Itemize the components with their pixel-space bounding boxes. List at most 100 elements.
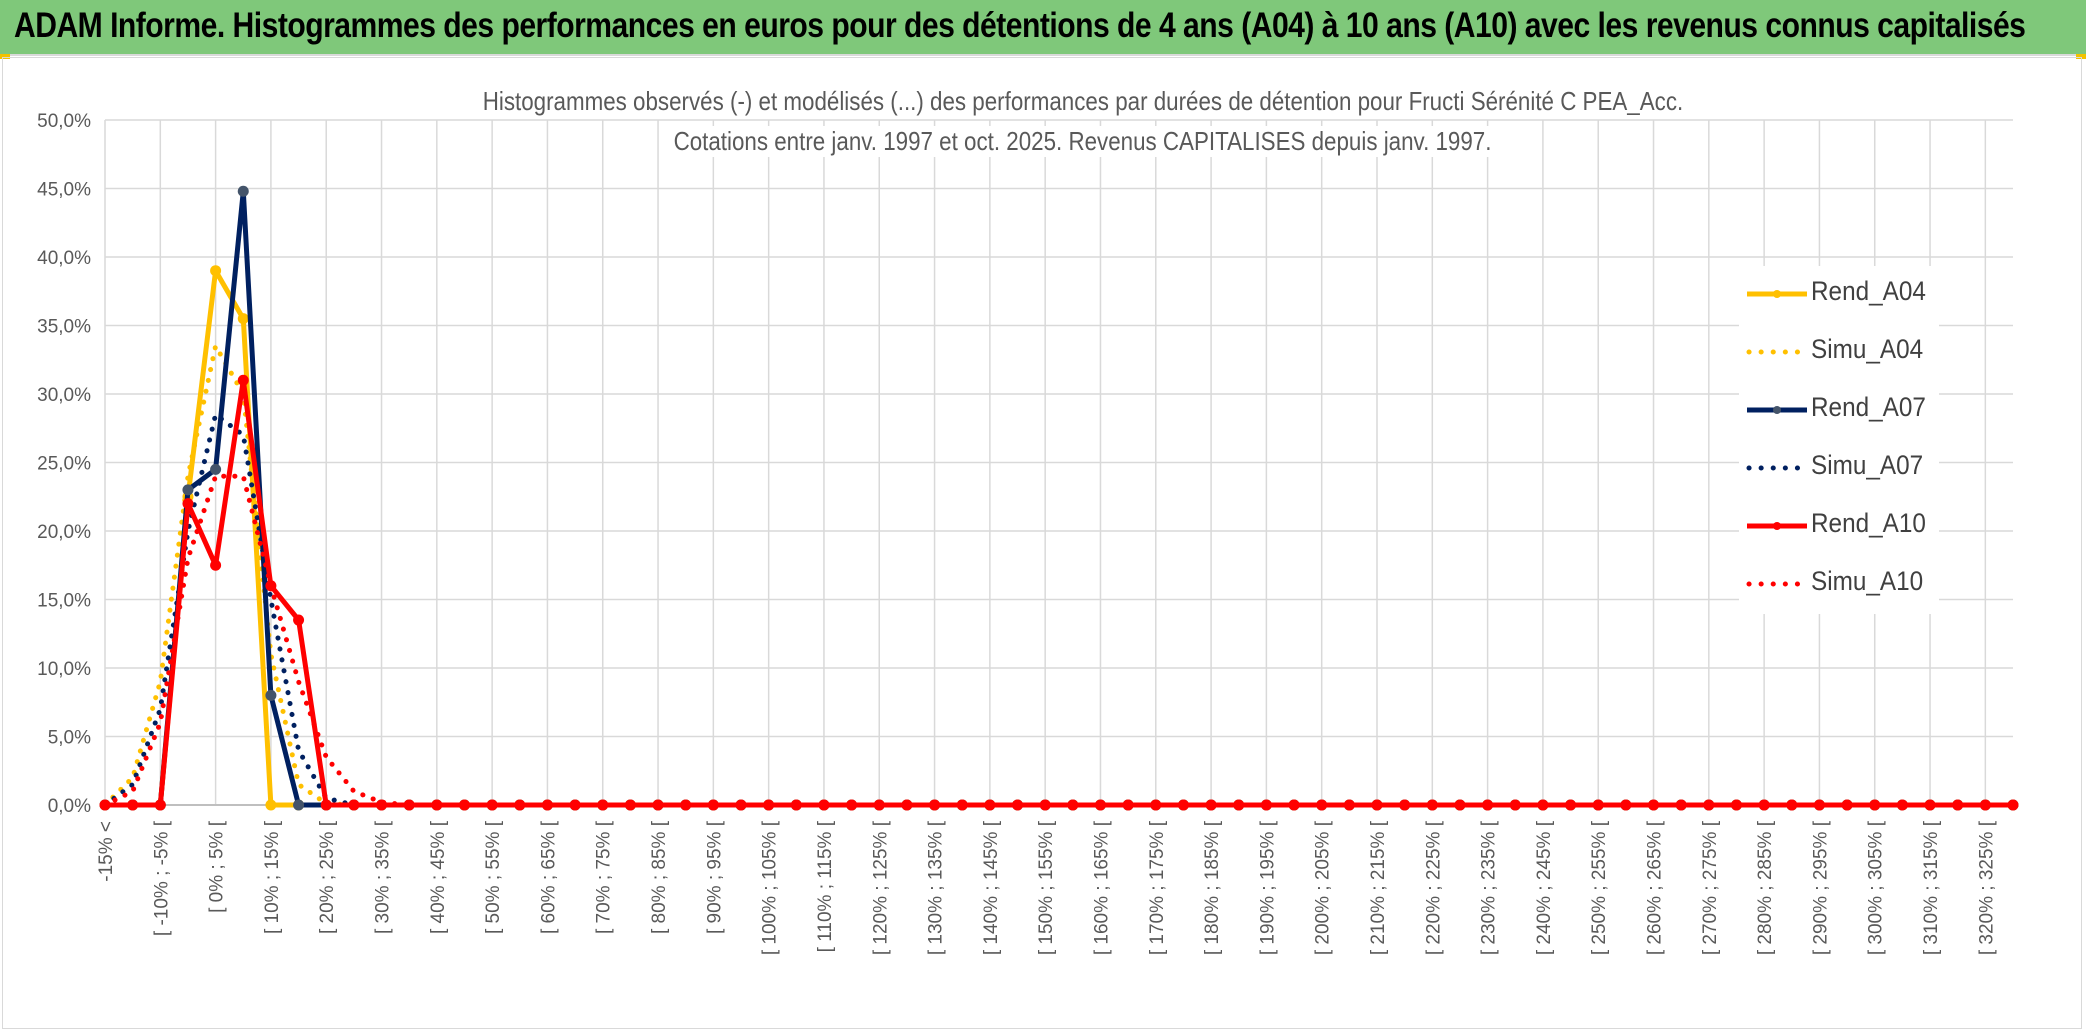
data-point-rend-a10 <box>1813 799 1825 811</box>
series-line-simu-a10 <box>102 473 2016 808</box>
x-tick-label: [ 220% ; 225% [ <box>1423 820 1444 955</box>
data-point-rend-a04 <box>210 265 222 277</box>
chart-legend: Rend_A04 Simu_A04 Rend_A07 Simu_A07 Rend… <box>1739 266 1939 614</box>
x-tick-label: [ -10% ; -5% [ <box>151 820 172 936</box>
series-line-simu-a07 <box>102 410 2016 808</box>
data-point-rend-a10 <box>237 374 249 386</box>
data-point-rend-a10 <box>403 799 415 811</box>
x-tick-label: [ 120% ; 125% [ <box>870 820 891 955</box>
legend-label-simu-a07: Simu_A07 <box>1811 450 1924 480</box>
data-point-rend-a10 <box>1150 799 1162 811</box>
data-point-rend-a10 <box>1371 799 1383 811</box>
x-tick-label: [ 50% ; 55% [ <box>483 820 504 934</box>
page-title: ADAM Informe. Histogrammes des performan… <box>14 6 2026 45</box>
data-point-rend-a10 <box>293 614 305 626</box>
legend-item-simu-a10: Simu_A10 <box>1739 562 1939 602</box>
data-point-rend-a10 <box>624 799 636 811</box>
x-tick-label: [ 190% ; 195% [ <box>1257 820 1278 955</box>
y-tick-label: 5,0% <box>48 728 91 749</box>
legend-swatch-rend-a04 <box>1747 290 1807 298</box>
x-tick-label: [ 210% ; 215% [ <box>1368 820 1389 955</box>
data-point-rend-a07 <box>265 689 277 701</box>
x-tick-label: [ 320% ; 325% [ <box>1976 820 1997 955</box>
x-tick-label: [ 140% ; 145% [ <box>981 820 1002 955</box>
chart-subtitle-line: Cotations entre janv. 1997 et oct. 2025.… <box>333 126 1833 157</box>
legend-label-simu-a10: Simu_A10 <box>1811 566 1924 596</box>
data-point-rend-a10 <box>818 799 830 811</box>
x-tick-label: [ 230% ; 235% [ <box>1479 820 1500 955</box>
legend-item-simu-a07: Simu_A07 <box>1739 446 1939 486</box>
chart-subtitle: Cotations entre janv. 1997 et oct. 2025.… <box>668 126 1498 157</box>
corner-accent-right <box>2076 54 2086 59</box>
legend-swatch-simu-a10 <box>1746 581 1809 587</box>
data-point-rend-a10 <box>320 799 332 811</box>
x-tick-label: [ 180% ; 185% [ <box>1202 820 1223 955</box>
data-point-rend-a10 <box>1924 799 1936 811</box>
x-tick-label: [ 30% ; 35% [ <box>373 820 394 934</box>
header-bar: ADAM Informe. Histogrammes des performan… <box>0 0 2086 56</box>
data-point-rend-a10 <box>1482 799 1494 811</box>
data-point-rend-a04 <box>237 313 249 325</box>
chart-svg: 0,0% 5,0% 10,0% 15,0% 20,0% 25,0% 30,0% 35,0% 40… <box>37 111 2019 955</box>
legend-swatch-rend-a07 <box>1747 406 1807 414</box>
y-tick-label: 45,0% <box>37 180 91 201</box>
data-point-rend-a10 <box>1703 799 1715 811</box>
legend-label-rend-a10: Rend_A10 <box>1811 508 1926 538</box>
x-tick-label: -15% < <box>96 821 117 882</box>
corner-accent-left <box>0 54 10 59</box>
x-tick-label: [ 60% ; 65% [ <box>538 820 559 934</box>
data-point-rend-a10 <box>1316 799 1328 811</box>
x-tick-label: [ 310% ; 315% [ <box>1921 820 1942 955</box>
y-tick-label: 10,0% <box>37 659 91 680</box>
data-point-rend-a10 <box>707 799 719 811</box>
y-tick-label: 15,0% <box>37 591 91 612</box>
x-tick-label: [ 170% ; 175% [ <box>1147 820 1168 955</box>
data-point-rend-a07 <box>237 185 249 197</box>
x-tick-label: [ 240% ; 245% [ <box>1534 820 1555 955</box>
y-tick-label: 30,0% <box>37 385 91 406</box>
data-point-rend-a10 <box>1537 799 1549 811</box>
data-point-rend-a10 <box>1205 799 1217 811</box>
x-tick-label: [ 0% ; 5% [ <box>207 820 228 913</box>
x-tick-label: [ 280% ; 285% [ <box>1755 820 1776 955</box>
legend-item-rend-a07: Rend_A07 <box>1739 388 1939 428</box>
legend-item-rend-a10: Rend_A10 <box>1739 504 1939 544</box>
legend-label-simu-a04: Simu_A04 <box>1811 334 1924 364</box>
x-tick-label: [ 200% ; 205% [ <box>1313 820 1334 955</box>
data-point-rend-a10 <box>154 799 166 811</box>
data-point-rend-a10 <box>1260 799 1272 811</box>
legend-item-simu-a04: Simu_A04 <box>1739 330 1939 370</box>
series-line-rend-a04 <box>105 268 2013 808</box>
data-point-rend-a10 <box>652 799 664 811</box>
x-tick-label: [ 150% ; 155% [ <box>1036 820 1057 955</box>
data-point-rend-a10 <box>1869 799 1881 811</box>
data-point-rend-a10 <box>2007 799 2019 811</box>
y-tick-label: 20,0% <box>37 522 91 543</box>
data-point-rend-a10 <box>1648 799 1660 811</box>
y-tick-label: 0,0% <box>48 796 91 817</box>
x-tick-label: [ 90% ; 95% [ <box>704 820 725 934</box>
legend-item-rend-a04: Rend_A04 <box>1739 272 1939 312</box>
legend-swatch-rend-a10 <box>1747 522 1807 530</box>
data-point-rend-a10 <box>348 799 360 811</box>
legend-swatch-simu-a04 <box>1746 349 1809 355</box>
data-point-rend-a10 <box>1094 799 1106 811</box>
y-tick-label: 50,0% <box>37 111 91 132</box>
data-point-rend-a10 <box>597 799 609 811</box>
legend-label-rend-a07: Rend_A07 <box>1811 392 1926 422</box>
x-tick-label: [ 20% ; 25% [ <box>317 820 338 934</box>
x-tick-label: [ 270% ; 275% [ <box>1700 820 1721 955</box>
y-tick-label: 25,0% <box>37 454 91 475</box>
data-point-rend-a10 <box>873 799 885 811</box>
y-tick-label: 35,0% <box>37 317 91 338</box>
chart-title: Histogrammes observés (-) et modélisés (… <box>477 86 1689 117</box>
x-tick-label: [ 160% ; 165% [ <box>1091 820 1112 955</box>
data-point-rend-a10 <box>210 559 222 571</box>
series-line-rend-a07 <box>105 188 2013 808</box>
x-tick-label: [ 10% ; 15% [ <box>262 820 283 934</box>
x-tick-label: [ 70% ; 75% [ <box>594 820 615 934</box>
data-point-rend-a10 <box>514 799 526 811</box>
x-tick-label: [ 290% ; 295% [ <box>1810 820 1831 955</box>
data-point-rend-a10 <box>541 799 553 811</box>
data-point-rend-a10 <box>1426 799 1438 811</box>
